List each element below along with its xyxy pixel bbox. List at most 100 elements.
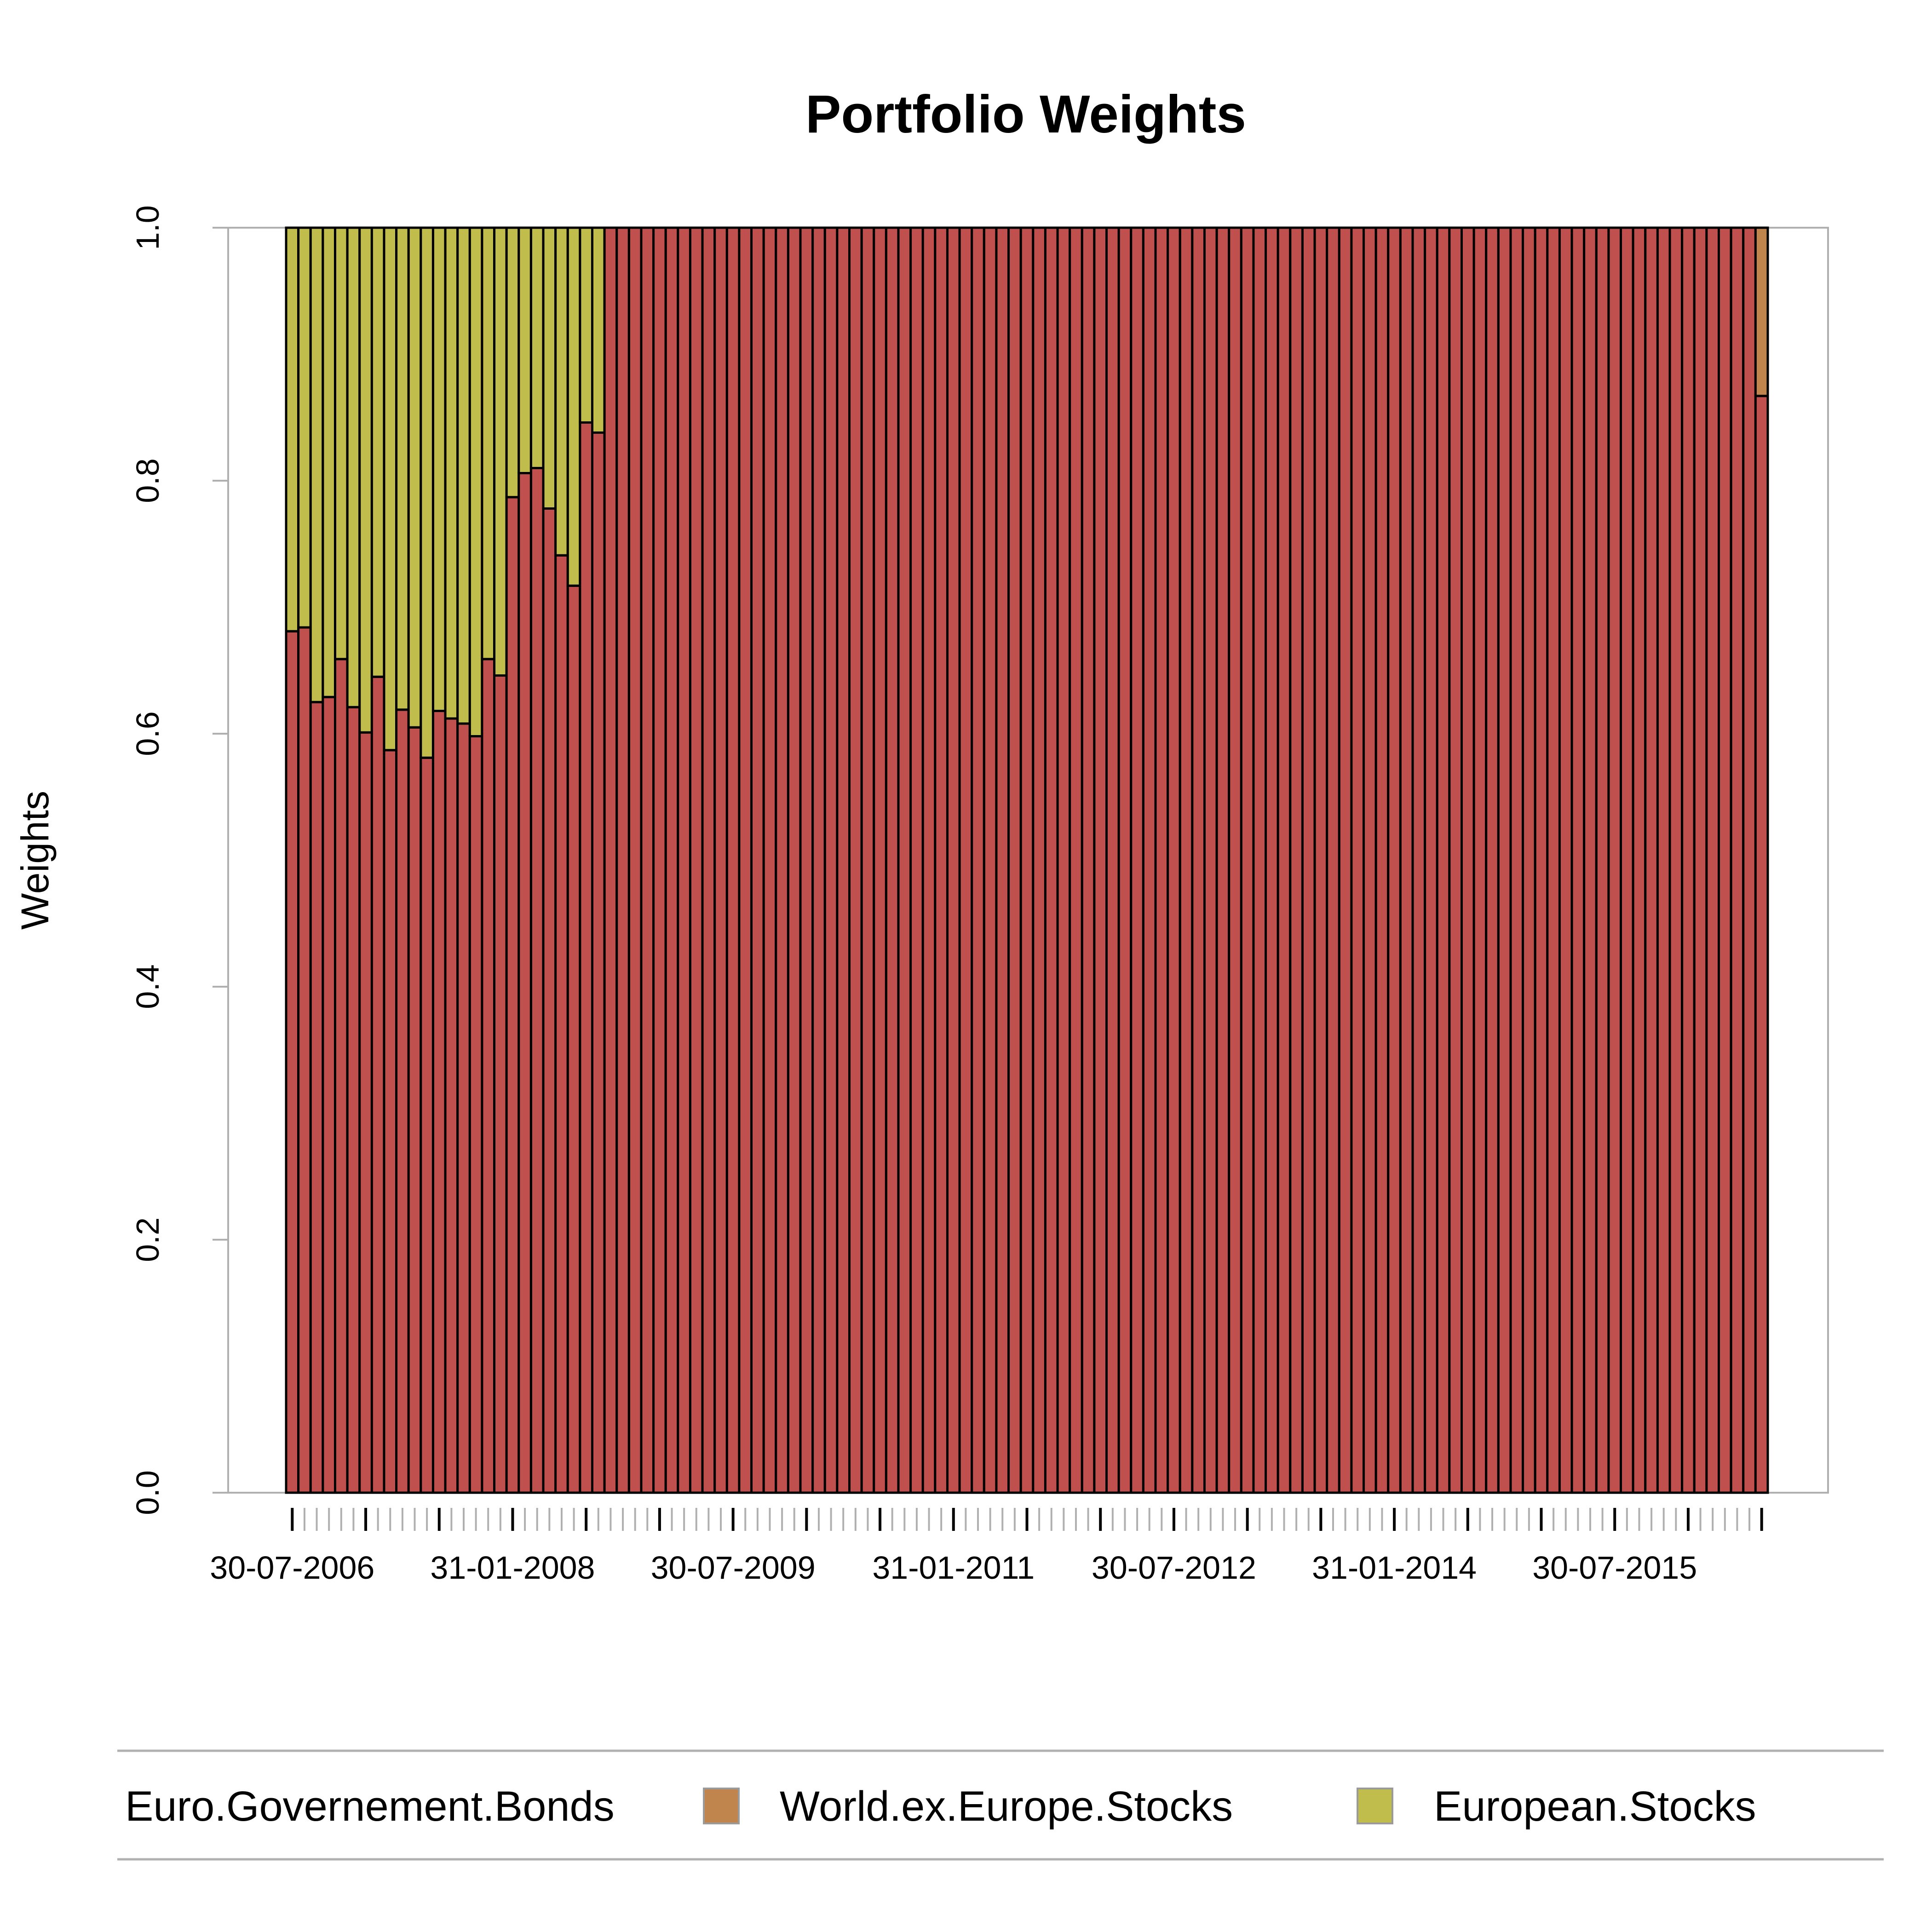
bar-segment-euro-governement-bonds xyxy=(909,226,924,1494)
bar-segment-euro-governement-bonds xyxy=(1534,226,1549,1494)
bar-segment-euro-governement-bonds xyxy=(750,226,765,1494)
bar-segment-euro-governement-bonds xyxy=(1644,226,1659,1494)
y-tick-label: 0.0 xyxy=(130,1470,166,1515)
bar-segment-euro-governement-bonds xyxy=(1326,226,1340,1494)
bar-segment-euro-governement-bonds xyxy=(1276,226,1292,1494)
bar-segment-euro-governement-bonds xyxy=(1399,226,1414,1494)
bar-segment-euro-governement-bonds xyxy=(1448,226,1463,1494)
bar-segment-euro-governement-bonds xyxy=(1265,226,1279,1494)
bar-segment-euro-governement-bonds xyxy=(1570,226,1586,1494)
bar-segment-euro-governement-bonds xyxy=(1007,226,1022,1494)
bar-segment-european-stocks xyxy=(554,226,569,557)
x-tick-label: 30-07-2015 xyxy=(1532,1550,1697,1586)
bar-segment-euro-governement-bonds xyxy=(566,584,581,1494)
bar-segment-euro-governement-bonds xyxy=(322,696,336,1494)
bar-segment-euro-governement-bonds xyxy=(811,226,826,1494)
bar-segment-euro-governement-bonds xyxy=(505,496,520,1494)
bar-segment-euro-governement-bonds xyxy=(358,731,373,1494)
bar-segment-euro-governement-bonds xyxy=(1374,226,1390,1494)
bar-segment-euro-governement-bonds xyxy=(627,226,643,1494)
bar-segment-euro-governement-bonds xyxy=(664,226,679,1494)
bar-segment-euro-governement-bonds xyxy=(1167,226,1181,1494)
bar-segment-euro-governement-bonds xyxy=(1363,226,1377,1494)
bar-segment-european-stocks xyxy=(346,226,361,708)
bar-segment-european-stocks xyxy=(566,226,581,587)
bar-segment-euro-governement-bonds xyxy=(603,226,618,1494)
bars-layer xyxy=(285,226,1769,1494)
bar-segment-euro-governement-bonds xyxy=(1730,226,1745,1494)
bar-segment-euro-governement-bonds xyxy=(1019,226,1035,1494)
bar-segment-euro-governement-bonds xyxy=(615,226,630,1494)
bar-segment-euro-governement-bonds xyxy=(468,735,483,1494)
bar-segment-euro-governement-bonds xyxy=(701,226,716,1494)
bar-segment-euro-governement-bonds xyxy=(823,226,839,1494)
bar-segment-euro-governement-bonds xyxy=(1436,226,1451,1494)
y-tick-label: 0.8 xyxy=(130,458,166,503)
bar-segment-euro-governement-bonds xyxy=(554,554,569,1494)
bar-segment-euro-governement-bonds xyxy=(1718,226,1732,1494)
bar-segment-euro-governement-bonds xyxy=(456,722,471,1494)
y-tick-label: 0.2 xyxy=(130,1217,166,1262)
y-tick-label: 1.0 xyxy=(130,205,166,250)
x-axis: 30-07-2006 31-01-2008 30-07-2009 31-01-2011… xyxy=(210,1508,1763,1586)
bar-segment-euro-governement-bonds xyxy=(542,507,557,1494)
bar-segment-euro-governement-bonds xyxy=(885,226,900,1494)
bar-segment-euro-governement-bonds xyxy=(1632,226,1647,1494)
bar-segment-euro-governement-bonds xyxy=(407,726,422,1494)
bar-segment-euro-governement-bonds xyxy=(1350,226,1365,1494)
bar-segment-euro-governement-bonds xyxy=(1472,226,1488,1494)
bar-segment-euro-governement-bonds xyxy=(897,226,912,1494)
bar-segment-european-stocks xyxy=(493,226,508,677)
bar-segment-european-stocks xyxy=(579,226,594,424)
bar-segment-euro-governement-bonds xyxy=(689,226,704,1494)
bar-segment-european-stocks xyxy=(395,226,410,711)
bar-segment-euro-governement-bonds xyxy=(677,226,691,1494)
bar-segment-euro-governement-bonds xyxy=(1338,226,1353,1494)
bar-segment-euro-governement-bonds xyxy=(799,226,814,1494)
bar-segment-euro-governement-bonds xyxy=(971,226,985,1494)
bar-segment-euro-governement-bonds xyxy=(1558,226,1573,1494)
bar-segment-euro-governement-bonds xyxy=(1130,226,1144,1494)
bar-segment-euro-governement-bonds xyxy=(1313,226,1328,1494)
bar-segment-euro-governement-bonds xyxy=(1681,226,1696,1494)
y-axis-title: Weights xyxy=(13,791,57,930)
bar-segment-euro-governement-bonds xyxy=(640,226,655,1494)
bar-segment-euro-governement-bonds xyxy=(518,472,532,1494)
bar-segment-euro-governement-bonds xyxy=(775,226,789,1494)
bar-segment-euro-governement-bonds xyxy=(1656,226,1671,1494)
bar-segment-world-ex-europe-stocks xyxy=(1754,226,1769,397)
bar-segment-european-stocks xyxy=(309,226,324,703)
legend-label: Euro.Governement.Bonds xyxy=(125,1783,615,1830)
bar-segment-euro-governement-bonds xyxy=(1154,226,1169,1494)
bar-segment-euro-governement-bonds xyxy=(285,630,300,1494)
bar-segment-european-stocks xyxy=(285,226,300,632)
bar-segment-euro-governement-bonds xyxy=(1203,226,1218,1494)
bar-segment-euro-governement-bonds xyxy=(787,226,802,1494)
bar-segment-european-stocks xyxy=(407,226,422,729)
bar-segment-euro-governement-bonds xyxy=(1485,226,1500,1494)
bar-segment-euro-governement-bonds xyxy=(921,226,937,1494)
y-tick-label: 0.4 xyxy=(130,964,166,1009)
y-tick-label: 0.6 xyxy=(130,711,166,756)
bar-segment-euro-governement-bonds xyxy=(873,226,887,1494)
bar-segment-euro-governement-bonds xyxy=(1387,226,1402,1494)
x-tick-label: 31-01-2011 xyxy=(872,1550,1035,1586)
bar-segment-euro-governement-bonds xyxy=(1620,226,1634,1494)
x-tick-label: 30-07-2012 xyxy=(1092,1550,1256,1586)
x-tick-label: 31-01-2014 xyxy=(1312,1550,1477,1586)
bar-segment-euro-governement-bonds xyxy=(958,226,973,1494)
bar-segment-european-stocks xyxy=(444,226,459,720)
y-axis: 0.0 0.2 0.4 0.6 0.8 1.0 xyxy=(130,205,228,1515)
bar-segment-euro-governement-bonds xyxy=(1742,226,1757,1494)
bar-segment-euro-governement-bonds xyxy=(1583,226,1598,1494)
bar-segment-euro-governement-bonds xyxy=(1228,226,1242,1494)
x-tick-label: 31-01-2008 xyxy=(430,1550,595,1586)
bar-segment-euro-governement-bonds xyxy=(1754,395,1769,1494)
bar-segment-euro-governement-bonds xyxy=(1081,226,1096,1494)
bar-segment-euro-governement-bonds xyxy=(1105,226,1120,1494)
bar-segment-euro-governement-bonds xyxy=(1215,226,1230,1494)
bar-segment-euro-governement-bonds xyxy=(1056,226,1071,1494)
bar-segment-euro-governement-bonds xyxy=(579,421,594,1494)
bar-segment-euro-governement-bonds xyxy=(1668,226,1684,1494)
bar-segment-euro-governement-bonds xyxy=(1460,226,1475,1494)
